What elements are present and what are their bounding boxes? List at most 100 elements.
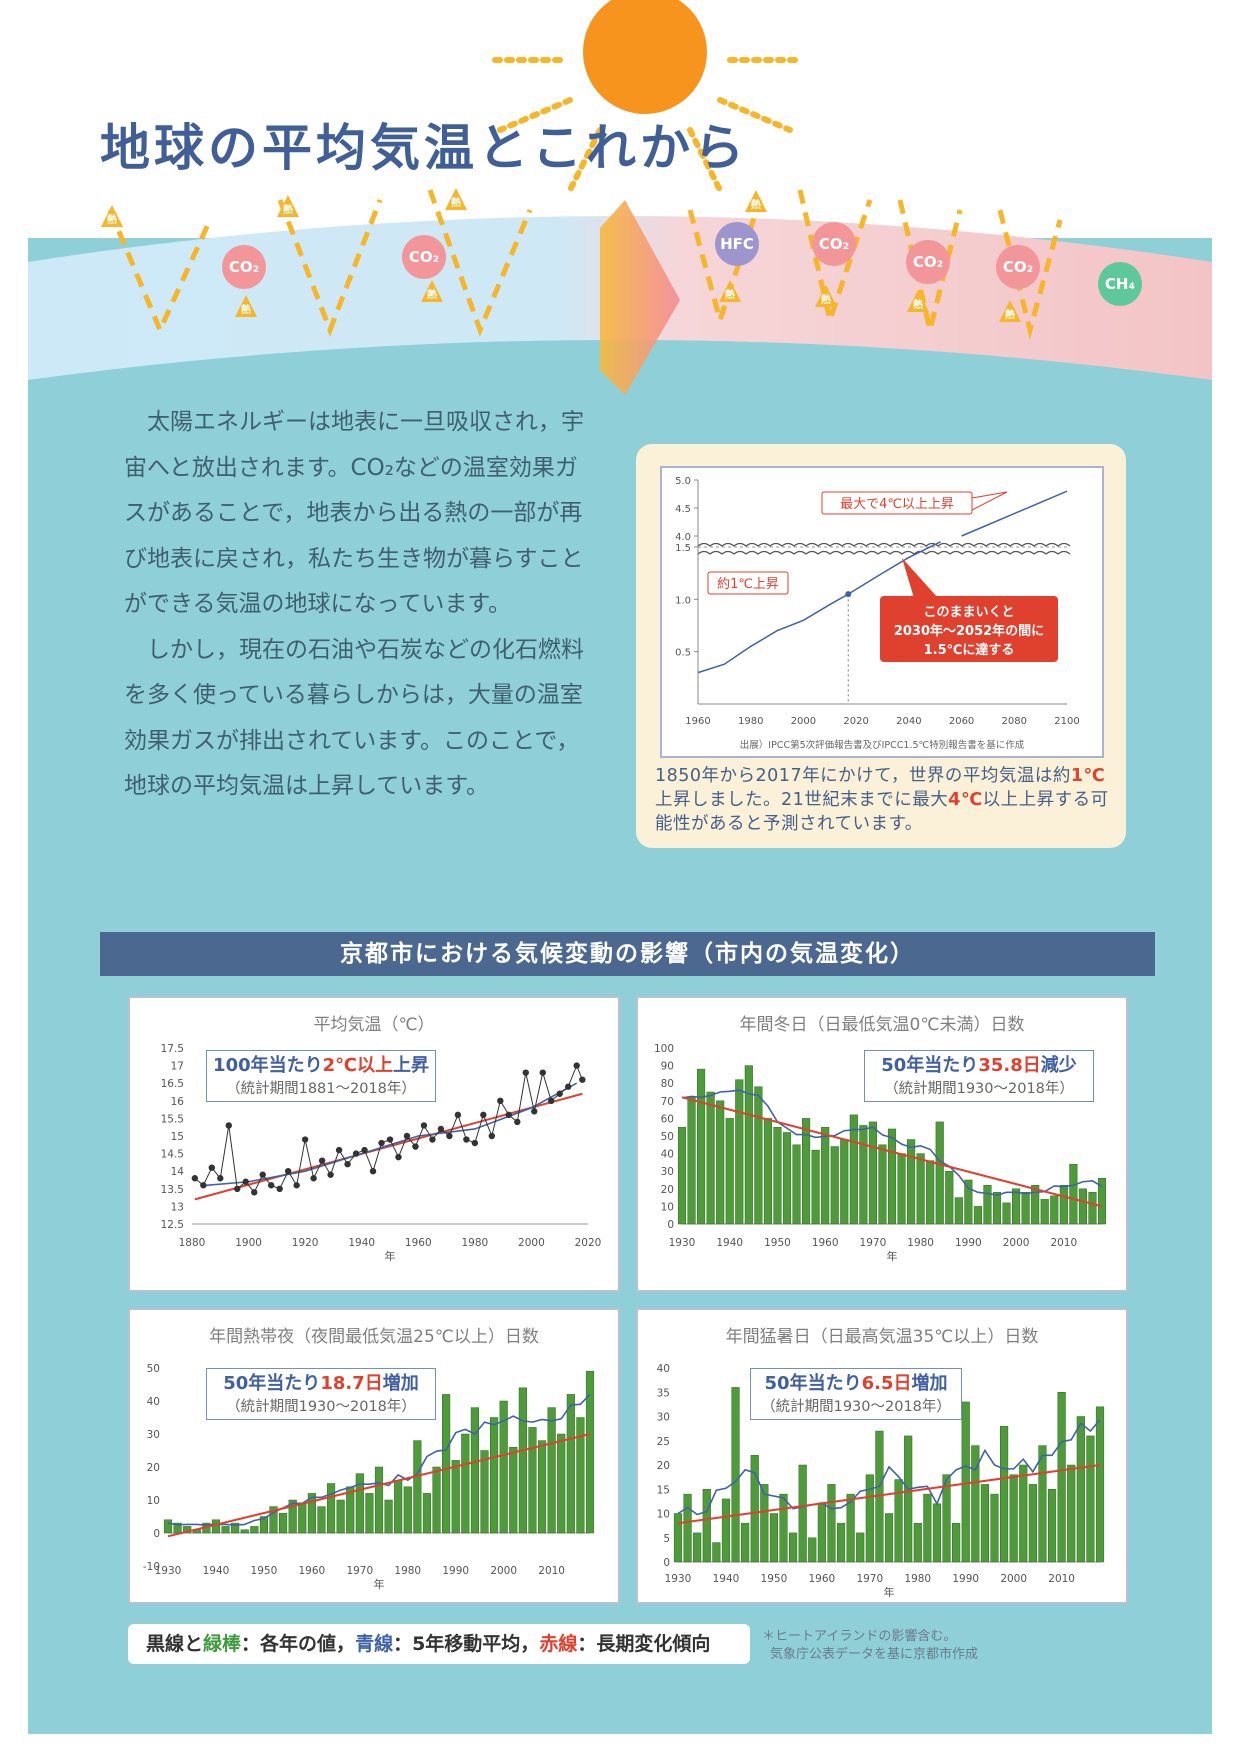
callout-box-line: このままいくと	[923, 605, 1014, 620]
legend-green-bar: 緑棒	[203, 1633, 242, 1655]
x-axis-label: 年	[884, 1585, 895, 1599]
intro-paragraph-1: 太陽エネルギーは地表に一旦吸収され，宇宙へと放出されます。CO₂などの温室効果ガ…	[124, 409, 584, 617]
annual-point	[234, 1185, 241, 1192]
annual-bar	[856, 1532, 865, 1563]
annual-point	[284, 1168, 292, 1175]
x-tick-label: 1990	[442, 1565, 469, 1577]
legend-black-line: 黒線	[146, 1633, 185, 1655]
ipcc-chart-frame: 0.5 1.0 1.5 4.0 4.5 5.0 1960 1980 2000 2020 2040 20…	[660, 466, 1104, 758]
annual-point	[369, 1168, 377, 1175]
gas-bubble: CO₂	[402, 235, 446, 279]
heat-label: 熱	[427, 288, 437, 301]
annual-bar	[1057, 1392, 1066, 1563]
tropical-nights-chart: -10 0 10 20 30 40 50 1930 1940 1950 1960 1970 1980 19…	[143, 1363, 595, 1591]
annual-bar	[673, 1513, 683, 1563]
annual-bar	[547, 1407, 556, 1534]
annual-bar	[811, 1149, 820, 1225]
ann-value: 2℃以上	[322, 1055, 393, 1076]
annual-bar	[760, 1484, 769, 1563]
annual-point	[352, 1150, 360, 1157]
trend-annotation: 50年当たり35.8日減少 （統計期間1930～2018年）	[864, 1050, 1094, 1102]
annual-bar	[221, 1526, 230, 1534]
callout-max: 最大で4℃以上上昇	[840, 497, 954, 512]
annual-bar	[859, 1125, 868, 1225]
annual-bar	[537, 1440, 547, 1534]
caption-part: 上昇しました。21世紀末までに最大	[655, 790, 949, 810]
annual-bar	[403, 1486, 412, 1534]
annual-bar	[782, 1132, 792, 1225]
annual-point	[217, 1175, 224, 1182]
x-tick-label: 2010	[1050, 1237, 1077, 1249]
annual-bar	[817, 1503, 826, 1563]
annual-bar	[721, 1498, 731, 1563]
y-tick-label: 40	[657, 1363, 670, 1375]
annual-bar	[1019, 1464, 1028, 1563]
annotation-period: （統計期間1930～2018年）	[884, 1081, 1074, 1097]
y-tick-label: 30	[661, 1166, 674, 1178]
y-tick-label: 4.5	[675, 504, 691, 515]
annual-bar	[744, 1065, 753, 1225]
annual-bar	[697, 1068, 706, 1225]
annual-point	[539, 1069, 546, 1076]
y-tick-label: 25	[657, 1436, 670, 1448]
y-tick-label: 70	[661, 1096, 674, 1108]
annual-bar	[557, 1433, 566, 1534]
annual-bar	[821, 1126, 830, 1225]
annual-bar	[288, 1499, 297, 1534]
annual-bar	[884, 1513, 894, 1563]
y-tick-label: 16	[171, 1096, 185, 1108]
annual-bar	[702, 1489, 711, 1563]
y-tick-label: 15	[657, 1484, 670, 1496]
annual-bar	[836, 1522, 846, 1563]
chart-panel-hot-days: 年間猛暑日（日最高気温35℃以上）日数 0 5 10 15 20 25 30 35 40 1930…	[636, 1308, 1128, 1604]
annual-bar	[789, 1532, 798, 1563]
annual-bar	[374, 1466, 384, 1534]
annotation-line1: 50年当たり35.8日減少	[865, 1051, 1093, 1077]
y-tick-label: 20	[661, 1184, 674, 1196]
x-tick-label: 1980	[394, 1565, 421, 1577]
heat-label: 熱	[725, 288, 735, 301]
legend-blue-line: 青線	[355, 1633, 394, 1655]
annual-bar	[932, 1503, 942, 1563]
annual-bar	[1028, 1484, 1037, 1563]
y-tick-label: 5.0	[675, 476, 691, 487]
annual-bar	[163, 1519, 173, 1534]
annual-bar	[509, 1446, 518, 1534]
x-axis-label: 年	[887, 1249, 898, 1263]
annual-bar	[1059, 1185, 1068, 1225]
heat-arrow-icon	[445, 188, 467, 210]
x-tick-label: 2040	[896, 716, 921, 727]
annual-point	[327, 1171, 334, 1178]
annual-point	[565, 1083, 572, 1090]
annual-point	[454, 1111, 462, 1119]
annual-point	[361, 1146, 368, 1154]
heat-arrow-icon	[999, 300, 1021, 322]
annual-bar	[961, 1401, 970, 1563]
annual-bar	[499, 1400, 508, 1534]
annual-bar	[935, 1121, 944, 1225]
annual-bar	[923, 1493, 932, 1563]
y-tick-label: 1.5	[675, 543, 691, 554]
annual-bar	[461, 1433, 470, 1534]
note-line: ＊ヒートアイランドの影響含む。	[762, 1629, 957, 1644]
annual-bar	[1076, 1416, 1085, 1563]
x-tick-label: 1900	[235, 1237, 262, 1249]
trend-line	[194, 1092, 583, 1201]
heat-label: 熱	[1005, 308, 1015, 321]
annual-bar	[677, 1126, 687, 1225]
temp-line	[697, 541, 941, 674]
annual-bar	[731, 1387, 740, 1563]
chart-title: 平均気温（℃）	[313, 1015, 435, 1035]
annual-bar	[706, 1091, 715, 1225]
y-tick-label: 13	[171, 1201, 184, 1213]
x-tick-label: 2080	[1002, 716, 1027, 727]
x-tick-label: 2000	[1000, 1573, 1027, 1585]
x-tick-label: 2100	[1054, 716, 1079, 727]
ann-text: 100年当たり	[213, 1055, 323, 1076]
heat-ray	[897, 199, 963, 331]
x-tick-label: 1960	[812, 1237, 839, 1249]
annual-bar	[887, 1128, 897, 1225]
trend-line	[167, 1433, 591, 1538]
annual-bar	[846, 1493, 855, 1563]
annual-point	[497, 1097, 504, 1104]
